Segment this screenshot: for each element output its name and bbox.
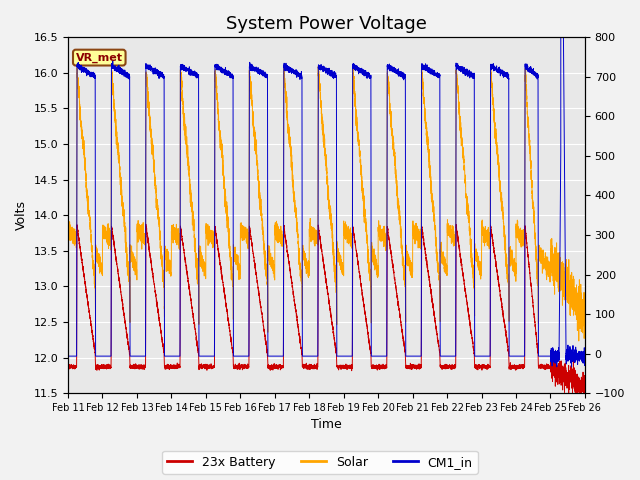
Legend: 23x Battery, Solar, CM1_in: 23x Battery, Solar, CM1_in bbox=[163, 451, 477, 474]
Title: System Power Voltage: System Power Voltage bbox=[226, 15, 427, 33]
Y-axis label: Volts: Volts bbox=[15, 200, 28, 230]
X-axis label: Time: Time bbox=[311, 419, 342, 432]
Text: VR_met: VR_met bbox=[76, 52, 123, 63]
